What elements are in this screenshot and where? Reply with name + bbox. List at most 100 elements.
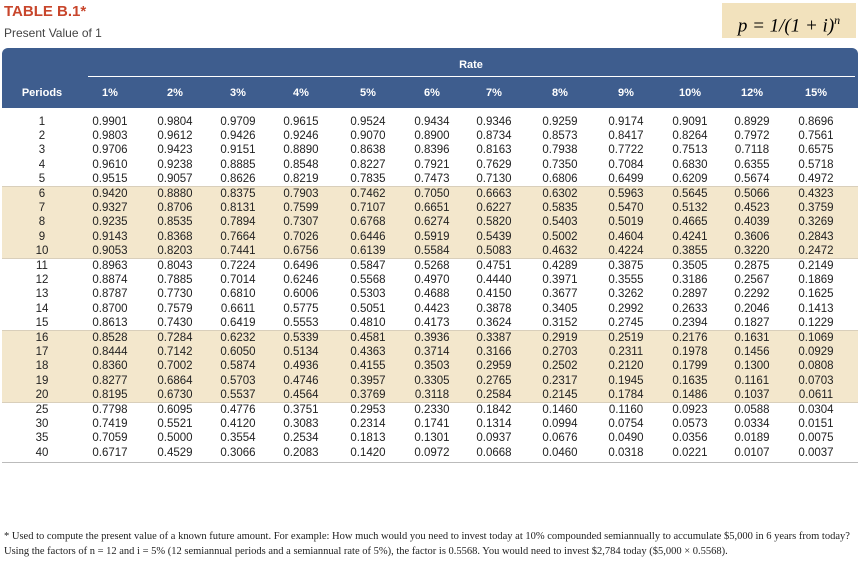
value-cell: 0.7903 <box>283 187 319 200</box>
rate-header-cell: 9% <box>618 87 634 99</box>
value-cell: 0.4688 <box>414 288 450 301</box>
value-cell: 0.3269 <box>798 216 834 229</box>
value-cell: 0.6355 <box>734 158 770 171</box>
value-cell: 0.0460 <box>542 446 578 459</box>
value-cell: 0.7307 <box>283 216 319 229</box>
value-cell: 0.7894 <box>220 216 256 229</box>
value-cell: 0.7730 <box>157 288 193 301</box>
value-cell: 0.0703 <box>798 374 834 387</box>
value-cell: 0.8417 <box>608 129 644 142</box>
period-cell: 30 <box>35 417 49 430</box>
value-cell: 0.8626 <box>220 173 256 186</box>
value-cell: 0.8963 <box>92 259 128 272</box>
period-cell: 16 <box>35 331 49 344</box>
value-cell: 0.7599 <box>283 201 319 214</box>
value-cell: 0.8163 <box>476 144 512 157</box>
value-cell: 0.3751 <box>283 403 319 416</box>
value-cell: 0.0075 <box>798 432 834 445</box>
value-cell: 0.5835 <box>542 201 578 214</box>
value-cell: 0.6864 <box>157 374 193 387</box>
value-cell: 0.8444 <box>92 345 128 358</box>
value-cell: 0.1799 <box>672 360 708 373</box>
value-cell: 0.5919 <box>414 230 450 243</box>
value-cell: 0.7284 <box>157 331 193 344</box>
value-cell: 0.5645 <box>672 187 708 200</box>
value-cell: 0.7579 <box>157 302 193 315</box>
value-cell: 0.8528 <box>92 331 128 344</box>
value-cell: 0.2502 <box>542 360 578 373</box>
period-cell: 5 <box>38 173 46 186</box>
row-band <box>2 186 858 258</box>
rate-header-cell: 6% <box>424 87 440 99</box>
rate-header-cell: 2% <box>167 87 183 99</box>
value-cell: 0.2765 <box>476 374 512 387</box>
value-cell: 0.6499 <box>608 173 644 186</box>
value-cell: 0.3505 <box>672 259 708 272</box>
rate-header-cell: 4% <box>293 87 309 99</box>
period-cell: 7 <box>38 201 46 214</box>
value-cell: 0.9423 <box>157 144 193 157</box>
value-cell: 0.7350 <box>542 158 578 171</box>
formula: p = 1/(1 + i)n <box>722 3 856 38</box>
value-cell: 0.2046 <box>734 302 770 315</box>
value-cell: 0.9610 <box>92 158 128 171</box>
value-cell: 0.3066 <box>220 446 256 459</box>
value-cell: 0.0490 <box>608 432 644 445</box>
value-cell: 0.2314 <box>350 417 386 430</box>
value-cell: 0.0994 <box>542 417 578 430</box>
value-cell: 0.5132 <box>672 201 708 214</box>
value-cell: 0.5553 <box>283 317 319 330</box>
value-cell: 0.9057 <box>157 173 193 186</box>
value-cell: 0.7107 <box>350 201 386 214</box>
value-cell: 0.4970 <box>414 273 450 286</box>
value-cell: 0.0037 <box>798 446 834 459</box>
value-cell: 0.5002 <box>542 230 578 243</box>
value-cell: 0.0221 <box>672 446 708 459</box>
value-cell: 0.9238 <box>157 158 193 171</box>
value-cell: 0.9524 <box>350 115 386 128</box>
value-cell: 0.6050 <box>220 345 256 358</box>
value-cell: 0.0304 <box>798 403 834 416</box>
value-cell: 0.4936 <box>283 360 319 373</box>
subtitle: Present Value of 1 <box>4 26 102 40</box>
value-cell: 0.9246 <box>283 129 319 142</box>
value-cell: 0.8131 <box>220 201 256 214</box>
value-cell: 0.9434 <box>414 115 450 128</box>
value-cell: 0.0107 <box>734 446 770 459</box>
value-cell: 0.9259 <box>542 115 578 128</box>
value-cell: 0.6810 <box>220 288 256 301</box>
value-cell: 0.8203 <box>157 245 193 258</box>
formula-base: p = 1/(1 + i) <box>737 15 835 37</box>
period-cell: 10 <box>35 245 49 258</box>
value-cell: 0.9615 <box>283 115 319 128</box>
value-cell: 0.6232 <box>220 331 256 344</box>
value-cell: 0.2875 <box>734 259 770 272</box>
value-cell: 0.1160 <box>608 403 644 416</box>
period-cell: 3 <box>38 144 46 157</box>
value-cell: 0.1420 <box>350 446 386 459</box>
value-cell: 0.8219 <box>283 173 319 186</box>
period-cell: 2 <box>38 129 46 142</box>
value-cell: 0.9803 <box>92 129 128 142</box>
value-cell: 0.9420 <box>92 187 128 200</box>
period-cell: 40 <box>35 446 49 459</box>
value-cell: 0.2919 <box>542 331 578 344</box>
period-cell: 4 <box>38 158 46 171</box>
period-cell: 12 <box>35 273 49 286</box>
group-rule <box>2 330 858 331</box>
value-cell: 0.1813 <box>350 432 386 445</box>
period-cell: 9 <box>38 230 46 243</box>
value-cell: 0.9327 <box>92 201 128 214</box>
value-cell: 0.9804 <box>157 115 193 128</box>
value-cell: 0.5847 <box>350 259 386 272</box>
value-cell: 0.9709 <box>220 115 256 128</box>
value-cell: 0.2176 <box>672 331 708 344</box>
period-cell: 20 <box>35 389 49 402</box>
value-cell: 0.5718 <box>798 158 834 171</box>
value-cell: 0.5403 <box>542 216 578 229</box>
value-cell: 0.5303 <box>350 288 386 301</box>
value-cell: 0.2843 <box>798 230 834 243</box>
value-cell: 0.6302 <box>542 187 578 200</box>
value-cell: 0.2330 <box>414 403 450 416</box>
periods-header: Periods <box>21 87 63 99</box>
